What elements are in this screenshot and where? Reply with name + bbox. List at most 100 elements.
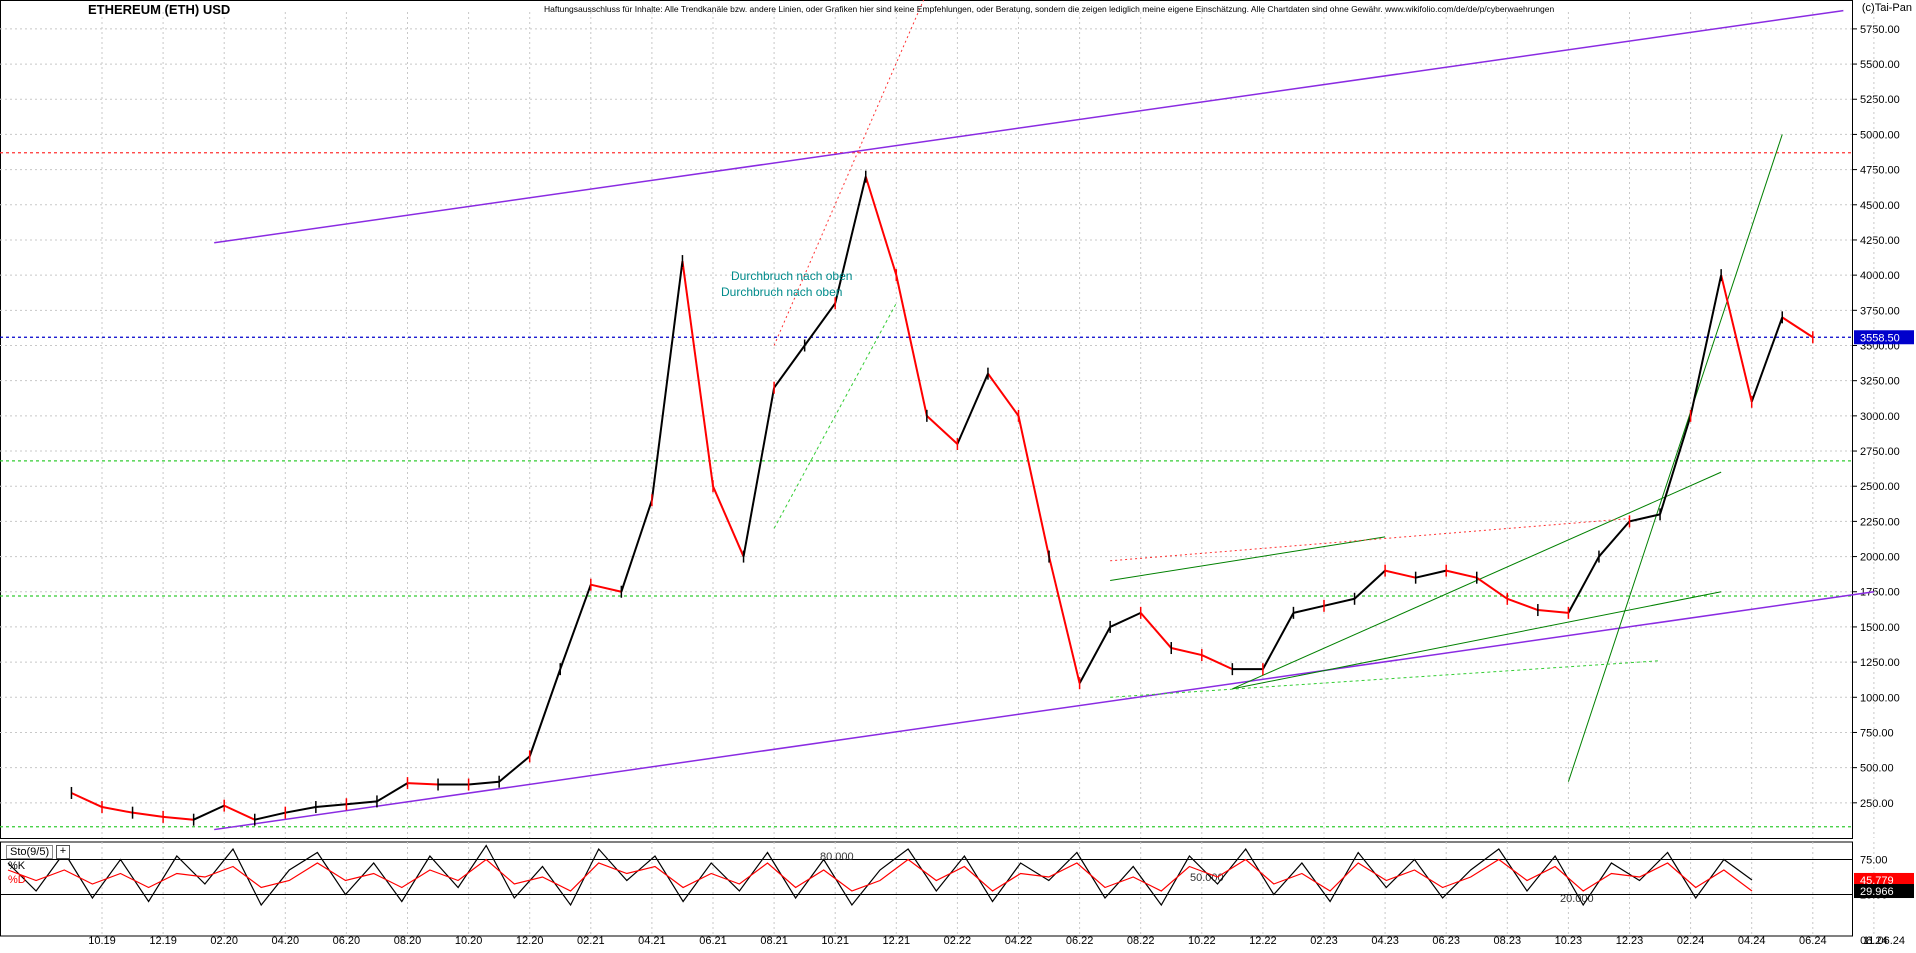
price-segment [864,176,898,276]
price-segment [1598,520,1631,558]
resistance-line [773,0,925,346]
price-segment [1781,316,1814,339]
x-tick-label: 02.22 [944,935,972,947]
y-tick-label: 5250.00 [1860,94,1900,106]
y-tick-label: 5750.00 [1860,24,1900,36]
x-tick-label: 02.20 [210,935,238,947]
x-tick-label: 10.19 [88,935,116,947]
price-segment [590,583,622,593]
price-segment [376,782,409,803]
x-tick-label: 04.21 [638,935,666,947]
x-tick-label: 10.23 [1555,935,1583,947]
price-segment [1445,569,1477,579]
x-tick-label: 02.24 [1677,935,1705,947]
y-tick-label: 500.00 [1860,763,1894,775]
resistance-line [1110,518,1630,562]
price-segment [1384,569,1416,579]
y-tick-label: 4000.00 [1860,270,1900,282]
current-price-badge [1854,330,1914,345]
price-segment [712,485,745,557]
k-value-badge [1854,872,1914,887]
price-segment [223,804,256,821]
trend-line [1110,536,1386,581]
price-segment [1262,612,1295,670]
price-segment [132,811,164,818]
y-tick-label: 2750.00 [1860,446,1900,458]
stoch-level-label: 80.000 [820,851,854,863]
price-segment [407,782,439,786]
indicator-label[interactable]: Sto(9/5) [6,845,54,859]
y-tick-label: 3750.00 [1860,305,1900,317]
stoch-panel-frame [0,841,1853,937]
price-segment [834,176,867,304]
trend-line [1567,134,1783,782]
price-panel-frame [0,0,1853,839]
y-tick-label: 2250.00 [1860,516,1900,528]
price-segment [1629,513,1661,523]
price-segment [1476,576,1508,600]
add-indicator-button[interactable]: + [56,845,70,859]
annotation-label: Durchbruch nach oben [721,285,842,299]
x-tick-label: 08.20 [394,935,422,947]
x-tick-label: 12.21 [883,935,911,947]
x-tick-label: 04.22 [1005,935,1033,947]
x-tick-label: 08.22 [1127,935,1155,947]
x-tick-label: 12.20 [516,935,544,947]
price-segment [1078,626,1112,684]
price-segment [1171,647,1203,657]
x-tick-label: 04.23 [1371,935,1399,947]
chart-title: ETHEREUM (ETH) USD [88,2,231,17]
price-segment [926,415,959,445]
y-tick-label: 750.00 [1860,727,1894,739]
x-tick-label: 08.24 [1860,935,1888,947]
price-segment [1659,415,1692,515]
x-tick-label: 12.19 [149,935,177,947]
price-segment [528,668,562,757]
price-segment [1750,317,1784,403]
y-tick-label: 5500.00 [1860,59,1900,71]
stoch-tick-label: 75.00 [1860,855,1888,867]
price-segment [620,499,653,593]
x-tick-label: 04.24 [1738,935,1766,947]
price-segment [1201,654,1233,671]
x-tick-label: 10.20 [455,935,483,947]
trend-line [1232,591,1722,690]
price-segment [742,387,776,557]
x-end-label: 11.06.24 [1863,935,1905,947]
x-tick-label: 12.23 [1616,935,1644,947]
support-line [1110,660,1661,698]
d-legend: %D [8,874,26,886]
y-tick-label: 2000.00 [1860,552,1900,564]
x-tick-label: 10.22 [1188,935,1216,947]
d-value-label: 29.966 [1860,886,1894,898]
y-tick-label: 1500.00 [1860,622,1900,634]
price-segment [254,811,286,821]
x-tick-label: 06.20 [333,935,361,947]
x-tick-label: 06.23 [1432,935,1460,947]
x-tick-label: 08.21 [760,935,788,947]
y-tick-label: 250.00 [1860,798,1894,810]
price-segment [1109,611,1142,628]
price-segment [1720,274,1753,403]
x-tick-label: 06.22 [1066,935,1094,947]
price-segment [1689,274,1723,417]
x-tick-label: 06.24 [1799,935,1827,947]
price-segment [1537,609,1569,614]
price-segment [559,584,592,670]
x-tick-label: 04.20 [272,935,300,947]
copyright-label: (c)Tai-Pan [1861,2,1912,14]
price-segment [1415,569,1447,579]
y-tick-label: 4250.00 [1860,235,1900,247]
channel-line-upper-channel [214,9,1844,244]
price-segment [1293,604,1325,614]
price-segment [101,806,133,814]
k-value-label: 45.779 [1860,875,1894,887]
price-segment [193,804,225,821]
x-tick-label: 02.21 [577,935,605,947]
price-segment [1567,556,1600,614]
x-tick-label: 06.21 [699,935,727,947]
x-tick-label: 12.22 [1249,935,1277,947]
stoch-d-line [7,858,1753,892]
price-segment [346,800,378,806]
y-tick-label: 3000.00 [1860,411,1900,423]
